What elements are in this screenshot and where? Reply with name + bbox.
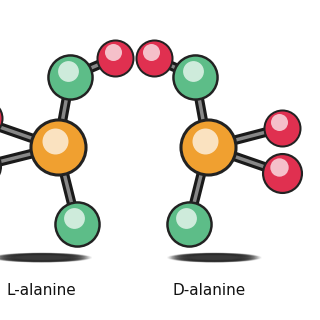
Point — [186, 221, 191, 227]
Ellipse shape — [13, 254, 70, 261]
Ellipse shape — [169, 253, 260, 262]
Point — [205, 145, 211, 150]
Ellipse shape — [10, 254, 73, 261]
Point — [279, 125, 284, 131]
Point — [55, 145, 60, 150]
Point — [113, 55, 118, 60]
Point — [52, 139, 58, 144]
Text: D-alanine: D-alanine — [173, 283, 246, 298]
Point — [193, 74, 198, 79]
Ellipse shape — [0, 254, 83, 261]
Point — [113, 55, 118, 60]
Ellipse shape — [174, 254, 254, 261]
Ellipse shape — [3, 254, 80, 261]
Point — [279, 170, 284, 175]
Ellipse shape — [0, 253, 89, 262]
Ellipse shape — [173, 253, 256, 262]
Ellipse shape — [7, 254, 76, 261]
Ellipse shape — [188, 254, 241, 261]
Point — [74, 221, 79, 227]
Ellipse shape — [187, 254, 243, 261]
Point — [68, 74, 73, 79]
Ellipse shape — [176, 254, 253, 261]
Ellipse shape — [6, 254, 77, 261]
Point — [279, 170, 284, 175]
Point — [184, 216, 189, 221]
Point — [148, 49, 154, 54]
Ellipse shape — [172, 253, 257, 262]
Ellipse shape — [0, 253, 90, 262]
Ellipse shape — [184, 254, 245, 261]
Ellipse shape — [9, 254, 74, 261]
Point — [205, 145, 211, 150]
Point — [110, 49, 115, 54]
Point — [190, 68, 195, 74]
Ellipse shape — [180, 254, 249, 261]
Ellipse shape — [0, 253, 86, 262]
Point — [203, 139, 208, 144]
Point — [276, 164, 282, 170]
Ellipse shape — [2, 254, 81, 261]
Ellipse shape — [185, 254, 244, 261]
Point — [55, 145, 60, 150]
Ellipse shape — [12, 254, 71, 261]
Text: L-alanine: L-alanine — [6, 283, 76, 298]
Ellipse shape — [177, 254, 252, 261]
Ellipse shape — [4, 254, 79, 261]
Ellipse shape — [181, 254, 248, 261]
Point — [193, 74, 198, 79]
Ellipse shape — [0, 253, 87, 262]
Point — [72, 216, 77, 221]
Point — [65, 68, 70, 74]
Ellipse shape — [182, 254, 246, 261]
Point — [151, 55, 156, 60]
Point — [276, 120, 282, 125]
Point — [186, 221, 191, 227]
Point — [68, 74, 73, 79]
Ellipse shape — [179, 254, 251, 261]
Ellipse shape — [0, 254, 84, 261]
Point — [74, 221, 79, 227]
Point — [279, 125, 284, 131]
Point — [151, 55, 156, 60]
Ellipse shape — [171, 253, 259, 262]
